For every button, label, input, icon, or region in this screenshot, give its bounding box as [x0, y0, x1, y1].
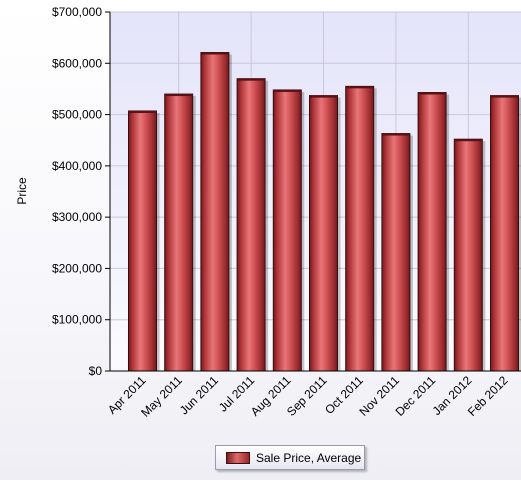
bar-top	[454, 139, 483, 142]
bar	[309, 95, 338, 372]
y-tick-label: $600,000	[52, 56, 102, 70]
legend-swatch	[226, 451, 250, 464]
bars	[128, 52, 521, 372]
y-tick-label: $100,000	[52, 313, 102, 327]
bar	[417, 92, 447, 372]
y-tick-labels: $0 $100,000 $200,000 $300,000 $400,000 $500,0…	[52, 5, 102, 378]
bar	[345, 85, 375, 372]
x-tick-label: Dec 2011	[393, 373, 439, 419]
bar-top	[200, 52, 229, 55]
axes	[105, 11, 521, 372]
bar-top	[273, 89, 302, 92]
x-tick-label: Jun 2011	[177, 373, 221, 417]
bar	[128, 110, 157, 372]
x-tick-label: Sep 2011	[284, 373, 330, 419]
y-axis-title: Price	[15, 177, 29, 205]
y-tick-label: $400,000	[52, 159, 102, 173]
legend-label: Sale Price, Average	[256, 450, 362, 465]
bar-top	[237, 78, 266, 81]
bar-top	[490, 95, 519, 98]
bar-top	[128, 110, 157, 113]
bar-top	[345, 86, 374, 89]
bar	[200, 52, 230, 372]
bar-top	[418, 92, 447, 95]
bar	[164, 93, 194, 372]
bar-top	[164, 94, 193, 97]
bar	[490, 95, 519, 372]
y-tick-label: $200,000	[52, 261, 102, 275]
y-tick-label: $500,000	[52, 108, 102, 122]
y-tick-label: $700,000	[52, 5, 102, 19]
bar-top	[381, 133, 410, 136]
bar	[272, 89, 302, 372]
bar-top	[309, 95, 338, 98]
y-tick-label: $0	[89, 364, 103, 378]
y-tick-label: $300,000	[52, 210, 102, 224]
legend: Sale Price, Average	[215, 445, 365, 470]
bar	[236, 78, 266, 372]
x-tick-label: Feb 2012	[465, 373, 511, 419]
bar	[381, 133, 411, 372]
bar	[453, 138, 483, 372]
